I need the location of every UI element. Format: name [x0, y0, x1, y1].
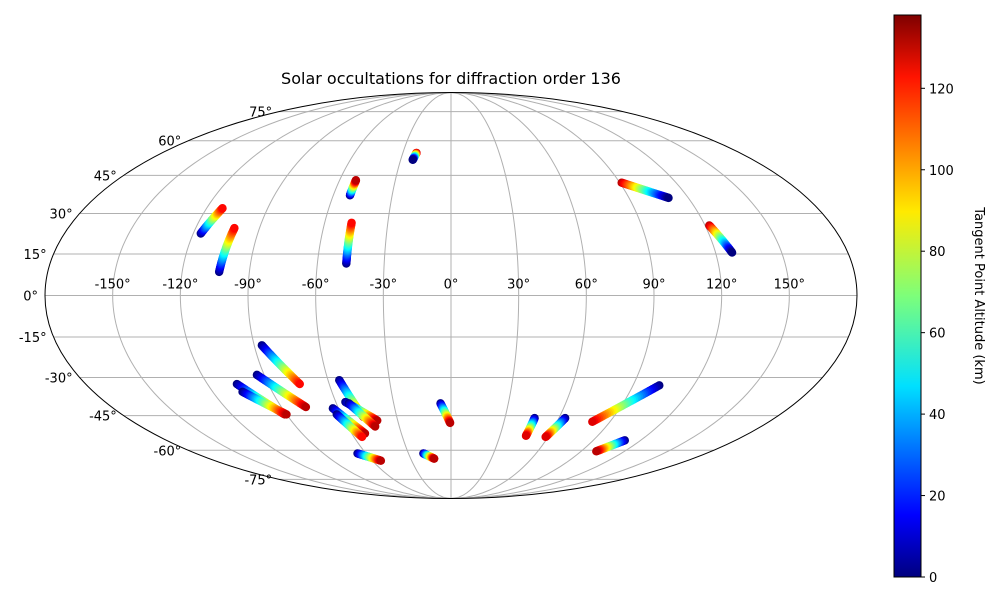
- track-point: [664, 193, 673, 203]
- map-boundary: [44, 92, 858, 499]
- occultation-track: [617, 178, 673, 203]
- latitude-tick-labels: -75° -60° -45° -30° -15° 0° 15° 30° 45° 60° 75°: [19, 106, 272, 489]
- x-tick-label: 90°: [642, 278, 665, 293]
- track-point: [230, 223, 239, 233]
- colorbar-tick-label: 20: [929, 490, 946, 505]
- colorbar-tick-label: 60: [929, 327, 946, 342]
- longitude-tick-labels: -150° -120° -90° -60° -30° 0° 30° 60° 90° 120° 150…: [95, 278, 805, 293]
- chart-title: Solar occultations for diffraction order…: [281, 69, 621, 88]
- occultation-track: [344, 399, 380, 431]
- track-point: [727, 248, 737, 257]
- y-tick-label: -15°: [19, 331, 47, 346]
- x-tick-label: -30°: [369, 278, 397, 293]
- y-tick-label: 15°: [24, 248, 47, 263]
- x-tick-label: 120°: [706, 278, 737, 293]
- track-point: [370, 422, 380, 431]
- track-point: [588, 417, 597, 426]
- x-tick-label: 60°: [575, 278, 598, 293]
- colorbar-tick-label: 0: [929, 571, 937, 586]
- track-point: [541, 432, 550, 442]
- occultation-track: [345, 176, 361, 200]
- meridian-line: [450, 92, 790, 499]
- track-point: [521, 431, 531, 441]
- occultation-track: [408, 148, 421, 164]
- y-tick-label: -75°: [244, 473, 272, 488]
- track-point: [376, 456, 386, 465]
- occultation-track: [196, 204, 227, 238]
- track-point: [301, 402, 311, 412]
- track-point: [592, 447, 601, 456]
- meridian-line: [450, 92, 587, 499]
- meridian-line: [450, 92, 723, 499]
- track-point: [430, 454, 439, 463]
- y-tick-label: 0°: [23, 290, 38, 305]
- occultation-track: [214, 223, 239, 277]
- occultation-track: [436, 399, 455, 428]
- meridian-line: [382, 92, 452, 499]
- occultation-track: [541, 413, 570, 442]
- colorbar: 0 20 40 60 80 100 120 Tangent Point Altitude (…: [893, 14, 986, 586]
- y-tick-label: -45°: [89, 410, 117, 425]
- x-tick-label: -90°: [234, 278, 262, 293]
- colorbar-tick-label: 40: [929, 408, 946, 423]
- y-tick-label: 45°: [94, 169, 117, 184]
- occultation-track: [521, 413, 539, 441]
- occultation-track: [332, 410, 367, 442]
- occultation-track: [257, 341, 304, 389]
- y-tick-label: -30°: [45, 372, 73, 387]
- occultation-track: [252, 370, 311, 412]
- x-tick-label: 0°: [444, 278, 459, 293]
- meridian-line: [247, 92, 452, 499]
- occultation-track: [592, 436, 630, 456]
- occultation-track: [353, 449, 386, 465]
- track-point: [408, 155, 417, 164]
- meridian-line: [179, 92, 452, 499]
- x-tick-label: 30°: [507, 278, 530, 293]
- x-tick-label: -120°: [162, 278, 198, 293]
- occultation-track: [342, 218, 356, 268]
- y-tick-label: 60°: [158, 135, 181, 150]
- colorbar-tick-label: 100: [929, 164, 954, 179]
- track-point: [351, 176, 361, 185]
- track-point: [295, 379, 304, 389]
- x-tick-label: 150°: [774, 278, 805, 293]
- graticule: [45, 92, 857, 499]
- occultation-track: [238, 387, 291, 419]
- track-point: [445, 418, 455, 428]
- occultation-track: [588, 381, 664, 426]
- colorbar-tick-label: 80: [929, 245, 946, 260]
- y-tick-label: -60°: [154, 444, 182, 459]
- occultation-tracks: [196, 148, 737, 465]
- x-tick-label: -150°: [95, 278, 131, 293]
- track-point: [282, 410, 291, 419]
- y-tick-label: 30°: [50, 207, 73, 222]
- occultation-track: [705, 221, 737, 257]
- track-point: [347, 218, 356, 227]
- track-point: [357, 432, 367, 442]
- occultation-track: [419, 449, 439, 463]
- meridian-line: [112, 92, 452, 499]
- meridian-line: [315, 92, 452, 499]
- colorbar-ticks: 0 20 40 60 80 100 120: [921, 82, 954, 586]
- y-tick-label: 75°: [249, 106, 272, 121]
- colorbar-label: Tangent Point Altitude (km): [971, 206, 986, 384]
- track-point: [218, 204, 227, 213]
- colorbar-gradient: [893, 14, 922, 578]
- colorbar-tick-label: 120: [929, 82, 954, 97]
- meridian-line: [450, 92, 520, 499]
- meridian-line: [450, 92, 655, 499]
- x-tick-label: -60°: [302, 278, 330, 293]
